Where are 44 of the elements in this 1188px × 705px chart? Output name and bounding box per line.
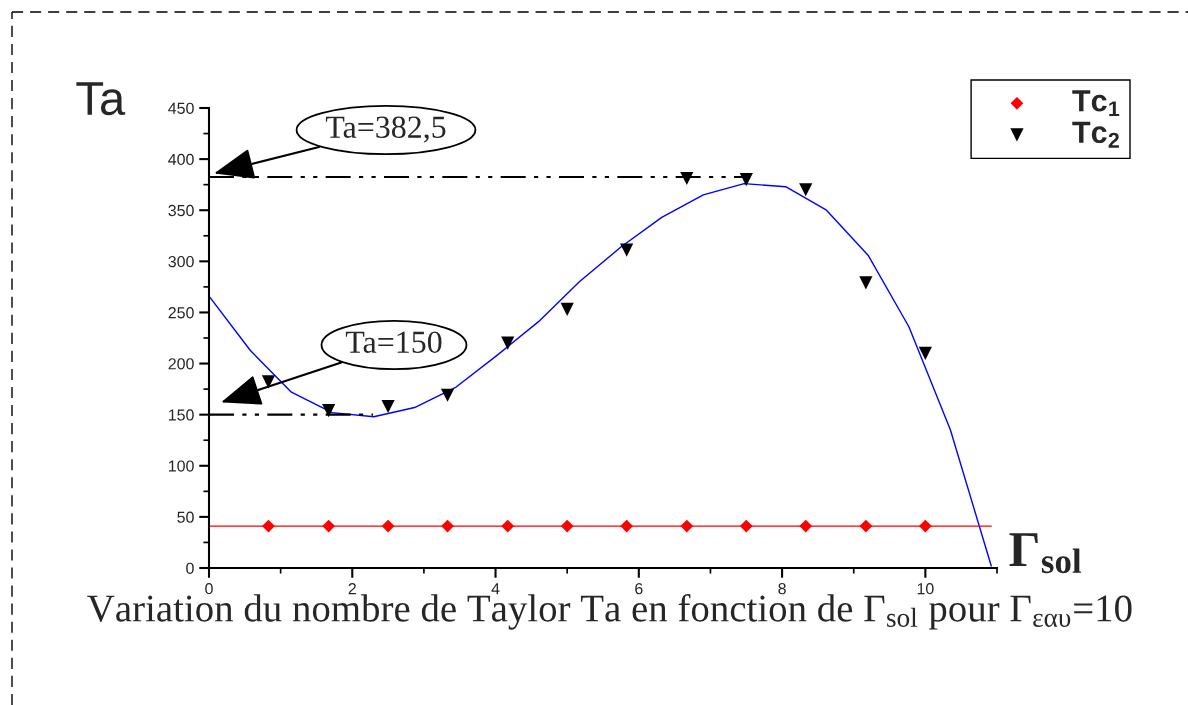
point — [560, 519, 574, 533]
point — [261, 375, 276, 389]
y-axis-title: Ta — [76, 82, 126, 116]
x-tick-label: 2 — [348, 583, 356, 595]
point — [620, 243, 634, 257]
point — [859, 519, 873, 533]
y-tick-label: 0 — [186, 562, 194, 574]
point — [440, 388, 455, 402]
y-tick-label: 300 — [168, 255, 194, 268]
point — [381, 519, 395, 533]
point — [739, 172, 753, 187]
point — [680, 519, 694, 533]
point — [322, 519, 335, 533]
point — [501, 519, 515, 533]
x-axis-title: Γ$_{sol}$ — [1009, 533, 1082, 574]
point — [799, 519, 813, 533]
y-tick-label: 450 — [168, 102, 194, 114]
point — [560, 302, 574, 316]
annotation: Ta=382,5 — [325, 116, 446, 143]
y-tick-label: 100 — [168, 460, 194, 472]
x-tick-label: 8 — [778, 583, 786, 595]
point — [322, 403, 336, 418]
y-tick-label: 350 — [168, 204, 194, 217]
legend-label: Tc$_{1}$ — [1072, 90, 1120, 117]
y-tick-label: 250 — [168, 307, 194, 319]
x-tick-label: 6 — [635, 583, 643, 595]
y-tick-label: 200 — [168, 358, 194, 370]
point — [381, 399, 395, 414]
point — [859, 276, 873, 290]
annotation: Ta=150 — [345, 331, 442, 353]
x-tick-label: 0 — [205, 583, 213, 595]
point — [799, 183, 813, 197]
y-tick-label: 150 — [168, 409, 194, 421]
point — [918, 346, 932, 360]
y-tick-label: 400 — [168, 153, 194, 166]
x-tick-label: 4 — [491, 583, 500, 595]
point — [501, 336, 515, 350]
point — [620, 519, 633, 533]
y-tick-label: 50 — [177, 511, 194, 523]
legend-label: Tc$_{2}$ — [1072, 121, 1119, 148]
point — [680, 171, 694, 186]
point — [919, 519, 932, 533]
x-tick-label: 10 — [917, 583, 934, 595]
point — [739, 519, 753, 533]
